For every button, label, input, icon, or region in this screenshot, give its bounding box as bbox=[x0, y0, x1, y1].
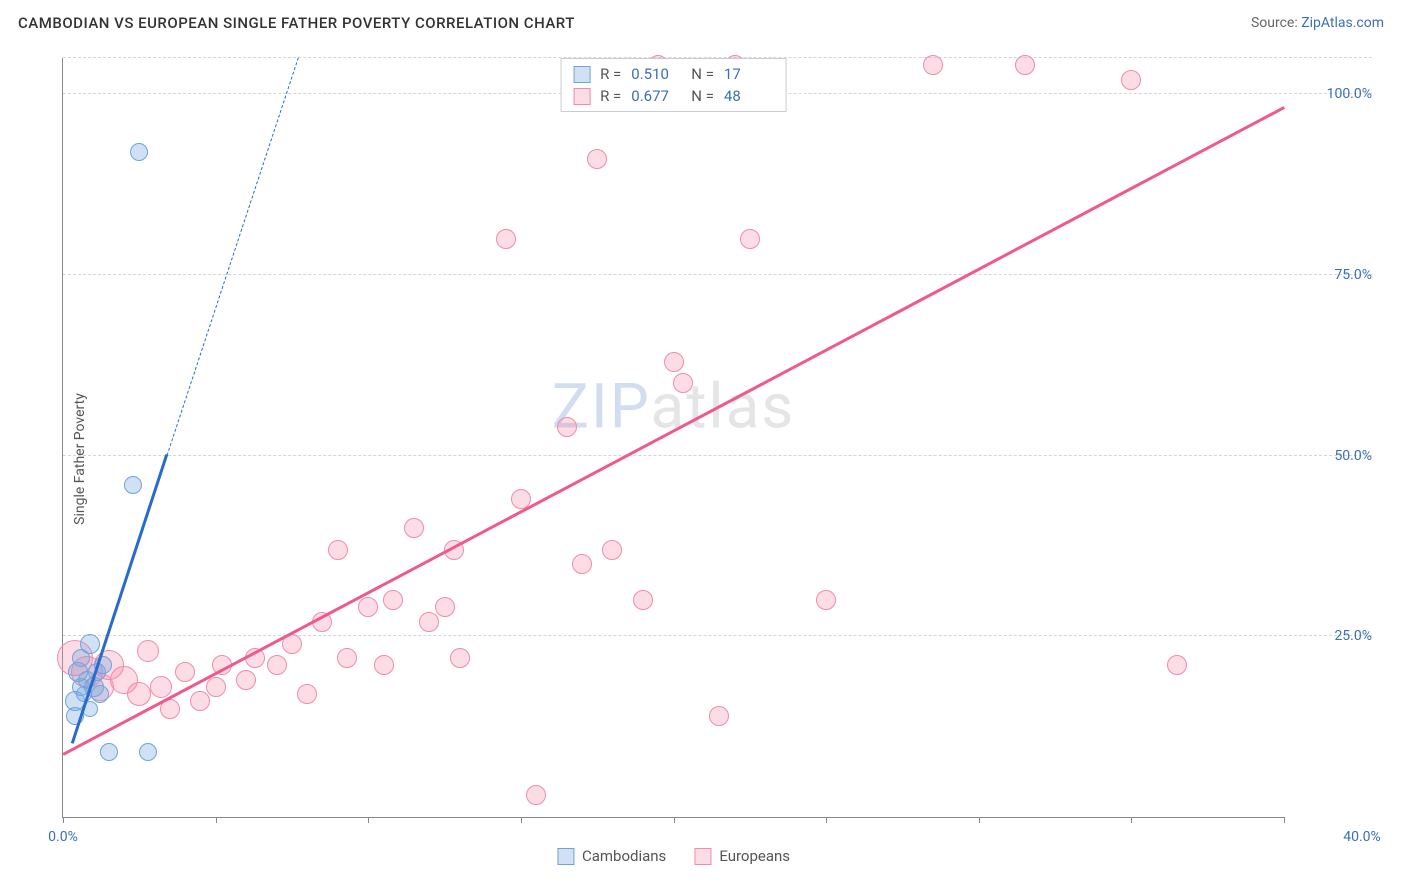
data-point bbox=[526, 785, 546, 805]
data-point bbox=[328, 540, 348, 560]
x-tick-label: 40.0% bbox=[1343, 829, 1381, 845]
chart-title: CAMBODIAN VS EUROPEAN SINGLE FATHER POVE… bbox=[18, 14, 575, 32]
data-point bbox=[139, 743, 157, 761]
data-point bbox=[923, 55, 943, 75]
trend-line bbox=[71, 454, 168, 744]
chart-container: Single Father Poverty ZIPatlas R = 0.510… bbox=[18, 46, 1384, 872]
x-tick bbox=[63, 817, 64, 823]
data-point bbox=[435, 597, 455, 617]
gridline bbox=[63, 455, 1372, 456]
data-point bbox=[374, 655, 394, 675]
data-point bbox=[404, 518, 424, 538]
cambodian-label: Cambodians bbox=[582, 847, 666, 865]
cambodian-r-value: 0.510 bbox=[631, 65, 681, 83]
data-point bbox=[496, 229, 516, 249]
x-tick bbox=[368, 817, 369, 823]
data-point bbox=[150, 676, 172, 698]
y-tick-label: 25.0% bbox=[1334, 628, 1372, 644]
data-point bbox=[267, 655, 287, 675]
x-tick bbox=[826, 817, 827, 823]
data-point bbox=[80, 634, 100, 654]
n-label: N = bbox=[691, 87, 714, 105]
data-point bbox=[1167, 655, 1187, 675]
data-point bbox=[1015, 55, 1035, 75]
y-tick-label: 50.0% bbox=[1334, 448, 1372, 464]
cambodian-swatch bbox=[557, 848, 574, 865]
data-point bbox=[236, 670, 256, 690]
data-point bbox=[602, 540, 622, 560]
legend-row-cambodians: R = 0.510 N = 17 bbox=[573, 63, 774, 85]
series-legend: Cambodians Europeans bbox=[557, 847, 790, 865]
gridline bbox=[63, 274, 1372, 275]
european-r-value: 0.677 bbox=[631, 87, 681, 105]
european-swatch bbox=[573, 88, 590, 105]
source-attribution: Source: ZipAtlas.com bbox=[1251, 15, 1384, 31]
data-point bbox=[664, 352, 684, 372]
chart-header: CAMBODIAN VS EUROPEAN SINGLE FATHER POVE… bbox=[0, 0, 1406, 42]
source-prefix: Source: bbox=[1251, 15, 1301, 31]
x-tick-label: 0.0% bbox=[48, 829, 78, 845]
data-point bbox=[124, 476, 142, 494]
data-point bbox=[587, 149, 607, 169]
legend-item-europeans[interactable]: Europeans bbox=[694, 847, 790, 865]
data-point bbox=[572, 554, 592, 574]
data-point bbox=[1121, 70, 1141, 90]
data-point bbox=[557, 417, 577, 437]
data-point bbox=[337, 648, 357, 668]
data-point bbox=[190, 691, 210, 711]
data-point bbox=[127, 682, 151, 706]
data-point bbox=[419, 612, 439, 632]
data-point bbox=[297, 684, 317, 704]
european-label: Europeans bbox=[719, 847, 790, 865]
data-point bbox=[709, 706, 729, 726]
scatter-plot: ZIPatlas R = 0.510 N = 17 R = 0.677 N = … bbox=[62, 58, 1284, 818]
n-label: N = bbox=[691, 65, 714, 83]
data-point bbox=[206, 677, 226, 697]
data-point bbox=[137, 640, 159, 662]
data-point bbox=[175, 662, 195, 682]
legend-item-cambodians[interactable]: Cambodians bbox=[557, 847, 666, 865]
european-n-value: 48 bbox=[724, 87, 774, 105]
x-tick bbox=[521, 817, 522, 823]
european-swatch bbox=[694, 848, 711, 865]
x-tick bbox=[1131, 817, 1132, 823]
gridline bbox=[63, 635, 1372, 636]
y-tick-label: 100.0% bbox=[1327, 86, 1372, 102]
data-point bbox=[130, 143, 148, 161]
x-tick bbox=[1284, 817, 1285, 823]
data-point bbox=[383, 590, 403, 610]
trend-line bbox=[62, 106, 1284, 755]
source-link[interactable]: ZipAtlas.com bbox=[1301, 15, 1384, 31]
data-point bbox=[740, 229, 760, 249]
cambodian-n-value: 17 bbox=[724, 65, 774, 83]
x-tick bbox=[216, 817, 217, 823]
data-point bbox=[633, 590, 653, 610]
y-tick-label: 75.0% bbox=[1334, 267, 1372, 283]
data-point bbox=[816, 590, 836, 610]
data-point bbox=[358, 597, 378, 617]
r-label: R = bbox=[600, 65, 621, 83]
correlation-legend: R = 0.510 N = 17 R = 0.677 N = 48 bbox=[560, 58, 787, 112]
data-point bbox=[673, 373, 693, 393]
x-tick bbox=[979, 817, 980, 823]
trend-line bbox=[166, 57, 298, 455]
data-point bbox=[450, 648, 470, 668]
r-label: R = bbox=[600, 87, 621, 105]
x-tick bbox=[674, 817, 675, 823]
legend-row-europeans: R = 0.677 N = 48 bbox=[573, 85, 774, 107]
cambodian-swatch bbox=[573, 66, 590, 83]
data-point bbox=[100, 743, 118, 761]
